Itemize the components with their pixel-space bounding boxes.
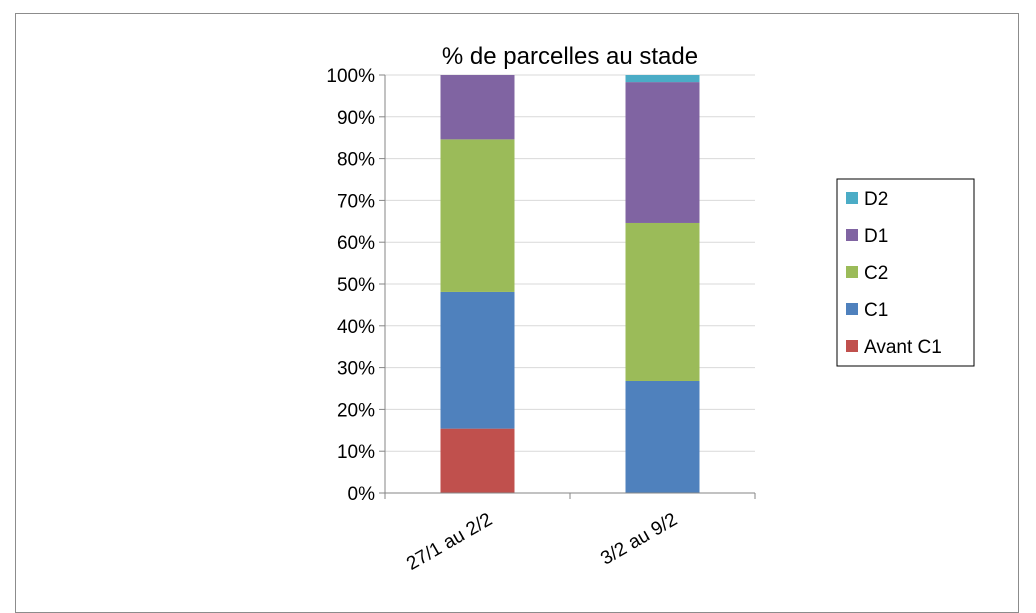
y-tick-label: 50% <box>337 275 375 296</box>
legend-label: C1 <box>864 300 888 321</box>
bar-avant-c1 <box>440 428 515 493</box>
legend-swatch <box>846 229 858 241</box>
bar-c2 <box>625 222 700 381</box>
legend-label: Avant C1 <box>864 337 942 358</box>
bar-d2 <box>625 75 700 83</box>
legend-label: D2 <box>864 189 888 210</box>
y-tick-label: 80% <box>337 150 375 171</box>
y-tick-labels: 0% 10% 20% 30% 40% 50% 60% 70% 80% 90% 100% <box>326 66 375 505</box>
legend-swatch <box>846 266 858 278</box>
bar-d1 <box>440 75 515 140</box>
legend-swatch <box>846 303 858 315</box>
axes <box>379 74 756 499</box>
legend-swatch <box>846 192 858 204</box>
bar-d1 <box>625 82 700 223</box>
y-tick-label: 100% <box>326 66 375 87</box>
y-tick-label: 20% <box>337 400 375 421</box>
y-tick-label: 30% <box>337 359 375 380</box>
x-tick-label: 3/2 au 9/2 <box>597 509 681 569</box>
legend-box <box>836 178 975 367</box>
chart-title: % de parcelles au stade <box>442 43 698 70</box>
x-tick-label: 27/1 au 2/2 <box>403 509 496 575</box>
bar-c2 <box>440 139 515 292</box>
legend-label: D1 <box>864 226 888 247</box>
y-tick-label: 10% <box>337 442 375 463</box>
y-tick-label: 60% <box>337 233 375 254</box>
y-tick-label: 70% <box>337 191 375 212</box>
legend: D2 D1 C2 C1 Avant C1 <box>836 178 975 367</box>
y-tick-label: 40% <box>337 317 375 338</box>
y-tick-label: 90% <box>337 108 375 129</box>
bar-c1 <box>440 291 515 429</box>
bars <box>440 75 700 493</box>
x-tick-labels: 27/1 au 2/2 3/2 au 9/2 <box>403 509 681 575</box>
bar-c1 <box>625 380 700 493</box>
legend-label: C2 <box>864 263 888 284</box>
legend-swatch <box>846 340 858 352</box>
y-tick-label: 0% <box>348 484 376 505</box>
